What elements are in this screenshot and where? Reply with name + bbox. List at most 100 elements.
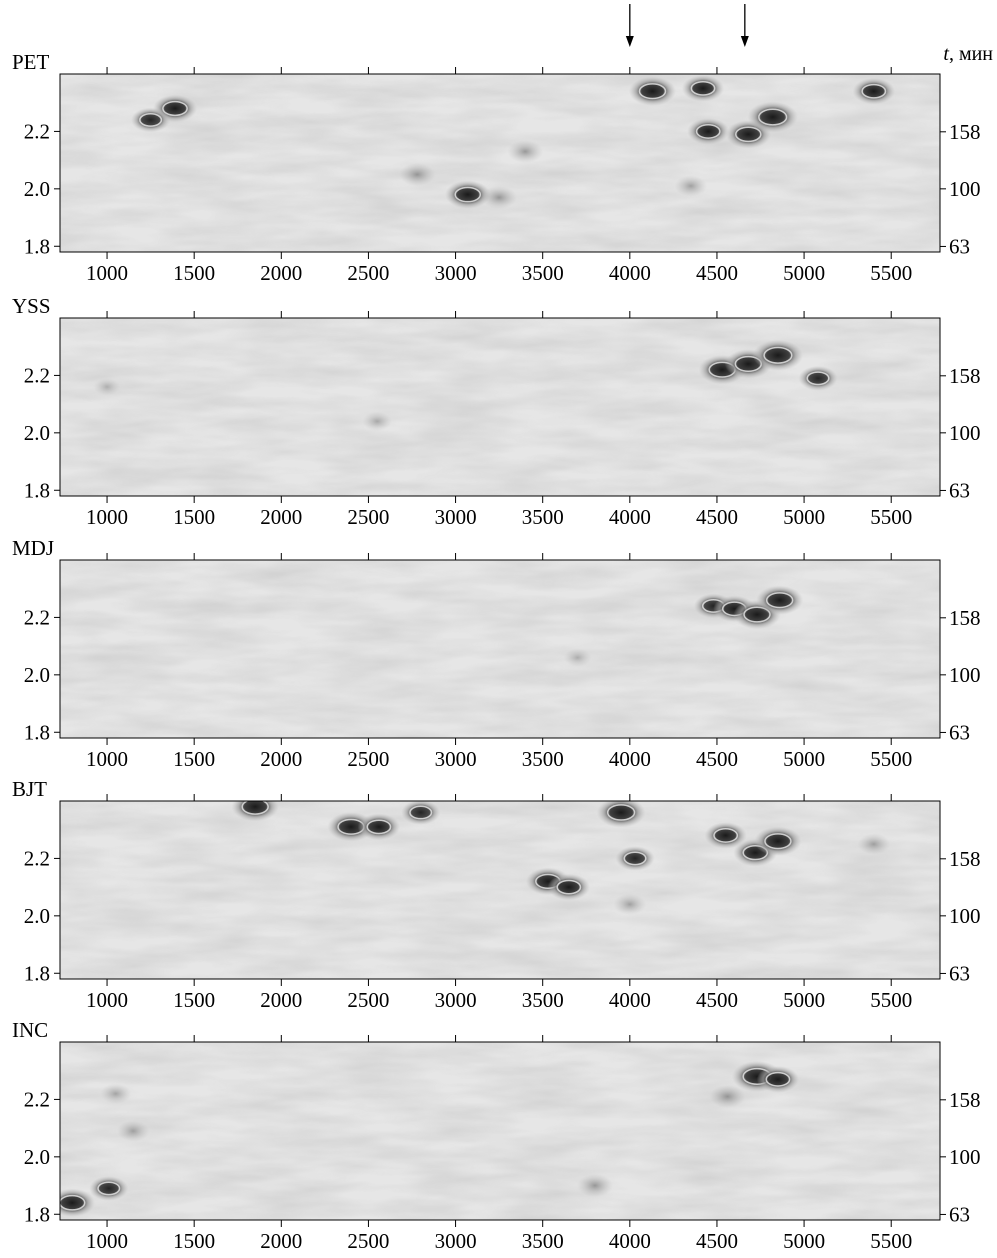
x-tick-label: 3000 (435, 988, 477, 1012)
station-label: PET (12, 50, 50, 74)
feature-pet-2 (399, 163, 435, 186)
y-tick-right-label: 100 (949, 904, 981, 928)
x-tick-label: 3500 (522, 988, 564, 1012)
feature-mdj-4 (564, 648, 592, 667)
feature-inc-6 (117, 1120, 150, 1141)
feature-pet-7 (682, 75, 724, 102)
y-tick-label: 2.0 (24, 663, 50, 687)
x-tick-label: 4500 (696, 261, 738, 285)
y-tick-label: 2.2 (24, 363, 50, 387)
x-tick-label: 4000 (609, 988, 651, 1012)
y-tick-right-label: 158 (949, 1088, 981, 1112)
x-tick-label: 4500 (696, 505, 738, 529)
x-tick-label: 5500 (870, 261, 912, 285)
y-tick-label: 2.0 (24, 421, 50, 445)
y-tick-label: 2.0 (24, 904, 50, 928)
x-tick-label: 2500 (347, 988, 389, 1012)
x-tick-label: 3000 (435, 505, 477, 529)
station-label: BJT (12, 777, 47, 801)
heatmap-texture (60, 560, 940, 738)
y-tick-right-label: 63 (949, 961, 970, 985)
x-tick-label: 3000 (435, 1229, 477, 1253)
feature-pet-1 (131, 108, 170, 133)
x-tick-label: 1500 (173, 1229, 215, 1253)
feature-pet-8 (687, 118, 729, 145)
feature-inc-0 (49, 1189, 95, 1217)
y-tick-label: 1.8 (24, 234, 50, 258)
x-tick-label: 4500 (696, 1229, 738, 1253)
feature-bjt-0 (232, 792, 279, 821)
heatmap-texture (60, 318, 940, 496)
x-tick-label: 4000 (609, 261, 651, 285)
panel-bjt: BJT 1000 1500 2000 2500 3000 3500 4000 4500 5000 5… (12, 777, 981, 1012)
feature-pet-11 (853, 78, 895, 105)
feature-inc-4 (709, 1085, 745, 1108)
panel-pet: PET t, мин1000 1500 2000 2500 3000 3500 4000 450… (12, 43, 993, 285)
feature-bjt-8 (613, 894, 646, 915)
feature-bjt-7 (615, 846, 654, 871)
y-tick-right-label: 100 (949, 177, 981, 201)
x-tick-label: 1000 (86, 747, 128, 771)
station-label: INC (12, 1018, 48, 1042)
feature-bjt-12 (857, 833, 890, 854)
x-tick-label: 1500 (173, 505, 215, 529)
y-tick-right-label: 100 (949, 421, 981, 445)
x-tick-label: 3000 (435, 747, 477, 771)
x-tick-label: 1500 (173, 988, 215, 1012)
feature-inc-3 (757, 1066, 799, 1093)
y-tick-right-label: 100 (949, 663, 981, 687)
event-arrows (626, 4, 749, 47)
feature-yss-5 (94, 378, 120, 396)
x-tick-label: 5000 (783, 505, 825, 529)
feature-inc-7 (100, 1084, 131, 1104)
feature-yss-3 (798, 366, 837, 391)
x-tick-label: 3500 (522, 505, 564, 529)
x-tick-label: 4000 (609, 1229, 651, 1253)
x-tick-label: 1500 (173, 747, 215, 771)
y-tick-right-label: 158 (949, 606, 981, 630)
y-tick-right-label: 63 (949, 720, 970, 744)
x-tick-label: 2000 (260, 505, 302, 529)
y-tick-label: 1.8 (24, 1202, 50, 1226)
feature-pet-4 (481, 186, 517, 209)
feature-inc-5 (577, 1174, 613, 1197)
y-tick-label: 1.8 (24, 720, 50, 744)
feature-bjt-5 (548, 874, 590, 901)
right-axis-label: t, мин (943, 43, 993, 65)
x-tick-label: 5000 (783, 988, 825, 1012)
x-tick-label: 3500 (522, 261, 564, 285)
y-tick-right-label: 63 (949, 234, 970, 258)
x-tick-label: 5500 (870, 1229, 912, 1253)
x-tick-label: 4500 (696, 988, 738, 1012)
x-tick-label: 1000 (86, 1229, 128, 1253)
feature-pet-6 (629, 77, 676, 106)
feature-yss-2 (753, 340, 803, 371)
feature-pet-10 (748, 102, 798, 133)
y-tick-label: 1.8 (24, 478, 50, 502)
x-tick-label: 2500 (347, 747, 389, 771)
feature-pet-12 (674, 175, 707, 196)
station-label: MDJ (12, 536, 54, 560)
feature-inc-1 (89, 1176, 128, 1201)
y-tick-label: 2.0 (24, 177, 50, 201)
y-tick-label: 1.8 (24, 961, 50, 985)
feature-pet-5 (507, 140, 543, 163)
x-tick-label: 2000 (260, 988, 302, 1012)
x-tick-label: 3500 (522, 1229, 564, 1253)
y-tick-label: 2.2 (24, 846, 50, 870)
x-tick-label: 2500 (347, 1229, 389, 1253)
y-tick-right-label: 158 (949, 364, 981, 388)
y-tick-label: 2.0 (24, 1145, 50, 1169)
panels: PET t, мин 1000 1500 2000 2500 3000 3500 4000 450… (12, 43, 993, 1253)
y-tick-label: 2.2 (24, 605, 50, 629)
event-arrow-0 (626, 4, 634, 47)
x-tick-label: 2000 (260, 261, 302, 285)
x-tick-label: 2500 (347, 505, 389, 529)
feature-yss-4 (362, 412, 392, 431)
y-tick-right-label: 158 (949, 120, 981, 144)
station-label: YSS (12, 294, 51, 318)
x-tick-label: 3500 (522, 747, 564, 771)
x-tick-label: 5500 (870, 747, 912, 771)
y-tick-label: 2.2 (24, 119, 50, 143)
